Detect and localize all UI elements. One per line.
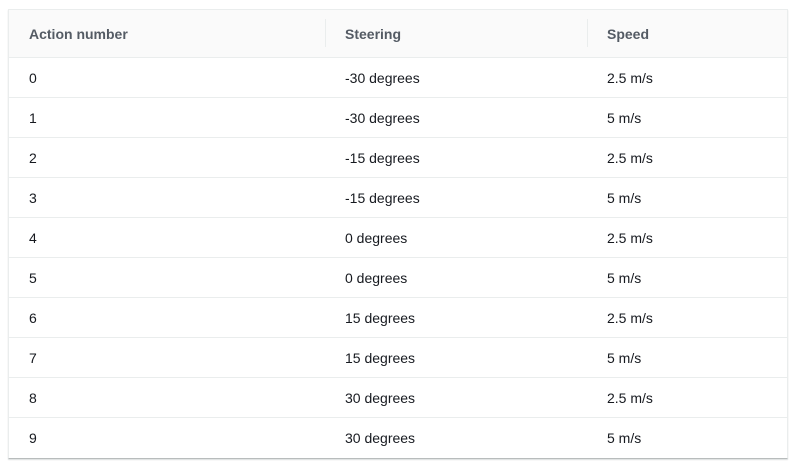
table-row: 9 30 degrees 5 m/s (9, 418, 787, 458)
cell-speed: 2.5 m/s (587, 217, 787, 258)
cell-speed: 2.5 m/s (587, 377, 787, 418)
cell-action-number: 8 (9, 377, 325, 418)
table-header: Action number Steering Speed (9, 10, 787, 58)
cell-steering: 30 degrees (325, 377, 587, 418)
cell-steering: -15 degrees (325, 137, 587, 178)
table-row: 8 30 degrees 2.5 m/s (9, 377, 787, 418)
table-row: 3 -15 degrees 5 m/s (9, 177, 787, 218)
cell-steering: -30 degrees (325, 97, 587, 138)
cell-action-number: 1 (9, 97, 325, 138)
table-body: 0 -30 degrees 2.5 m/s 1 -30 degrees 5 m/… (9, 57, 787, 458)
cell-steering: -15 degrees (325, 177, 587, 218)
cell-action-number: 9 (29, 429, 37, 446)
table-row: 0 -30 degrees 2.5 m/s (9, 57, 787, 98)
table-row: 5 0 degrees 5 m/s (9, 257, 787, 298)
action-space-table-container: Action number Steering Speed 0 -30 degre… (8, 9, 788, 459)
cell-steering: 0 degrees (325, 257, 587, 298)
cell-speed: 2.5 m/s (587, 57, 787, 98)
cell-action-number: 5 (9, 257, 325, 298)
cell-speed: 5 m/s (587, 257, 787, 298)
cell-steering: 15 degrees (325, 297, 587, 338)
table-row: 6 15 degrees 2.5 m/s (9, 297, 787, 338)
cell-steering: -30 degrees (325, 57, 587, 98)
cell-action-number: 7 (9, 337, 325, 378)
cell-speed: 5 m/s (607, 429, 642, 446)
cell-speed: 5 m/s (587, 97, 787, 138)
table-row: 1 -30 degrees 5 m/s (9, 97, 787, 138)
cell-action-number: 0 (9, 57, 325, 98)
cell-steering: 0 degrees (325, 217, 587, 258)
table-row: 7 15 degrees 5 m/s (9, 337, 787, 378)
cell-steering: 30 degrees (345, 429, 416, 446)
cell-speed: 5 m/s (587, 337, 787, 378)
column-header-action-number: Action number (9, 10, 325, 58)
column-header-steering: Steering (325, 10, 587, 58)
cell-speed: 2.5 m/s (587, 137, 787, 178)
cell-action-number: 6 (9, 297, 325, 338)
cell-action-number: 2 (9, 137, 325, 178)
cell-action-number: 4 (9, 217, 325, 258)
table-row: 2 -15 degrees 2.5 m/s (9, 137, 787, 178)
cell-action-number: 3 (9, 177, 325, 218)
column-header-speed: Speed (587, 10, 787, 58)
cell-steering: 15 degrees (325, 337, 587, 378)
table-row: 4 0 degrees 2.5 m/s (9, 217, 787, 258)
cell-speed: 5 m/s (587, 177, 787, 218)
cell-speed: 2.5 m/s (587, 297, 787, 338)
table-header-row: Action number Steering Speed (9, 10, 787, 58)
action-space-table: Action number Steering Speed 0 -30 degre… (9, 10, 787, 457)
